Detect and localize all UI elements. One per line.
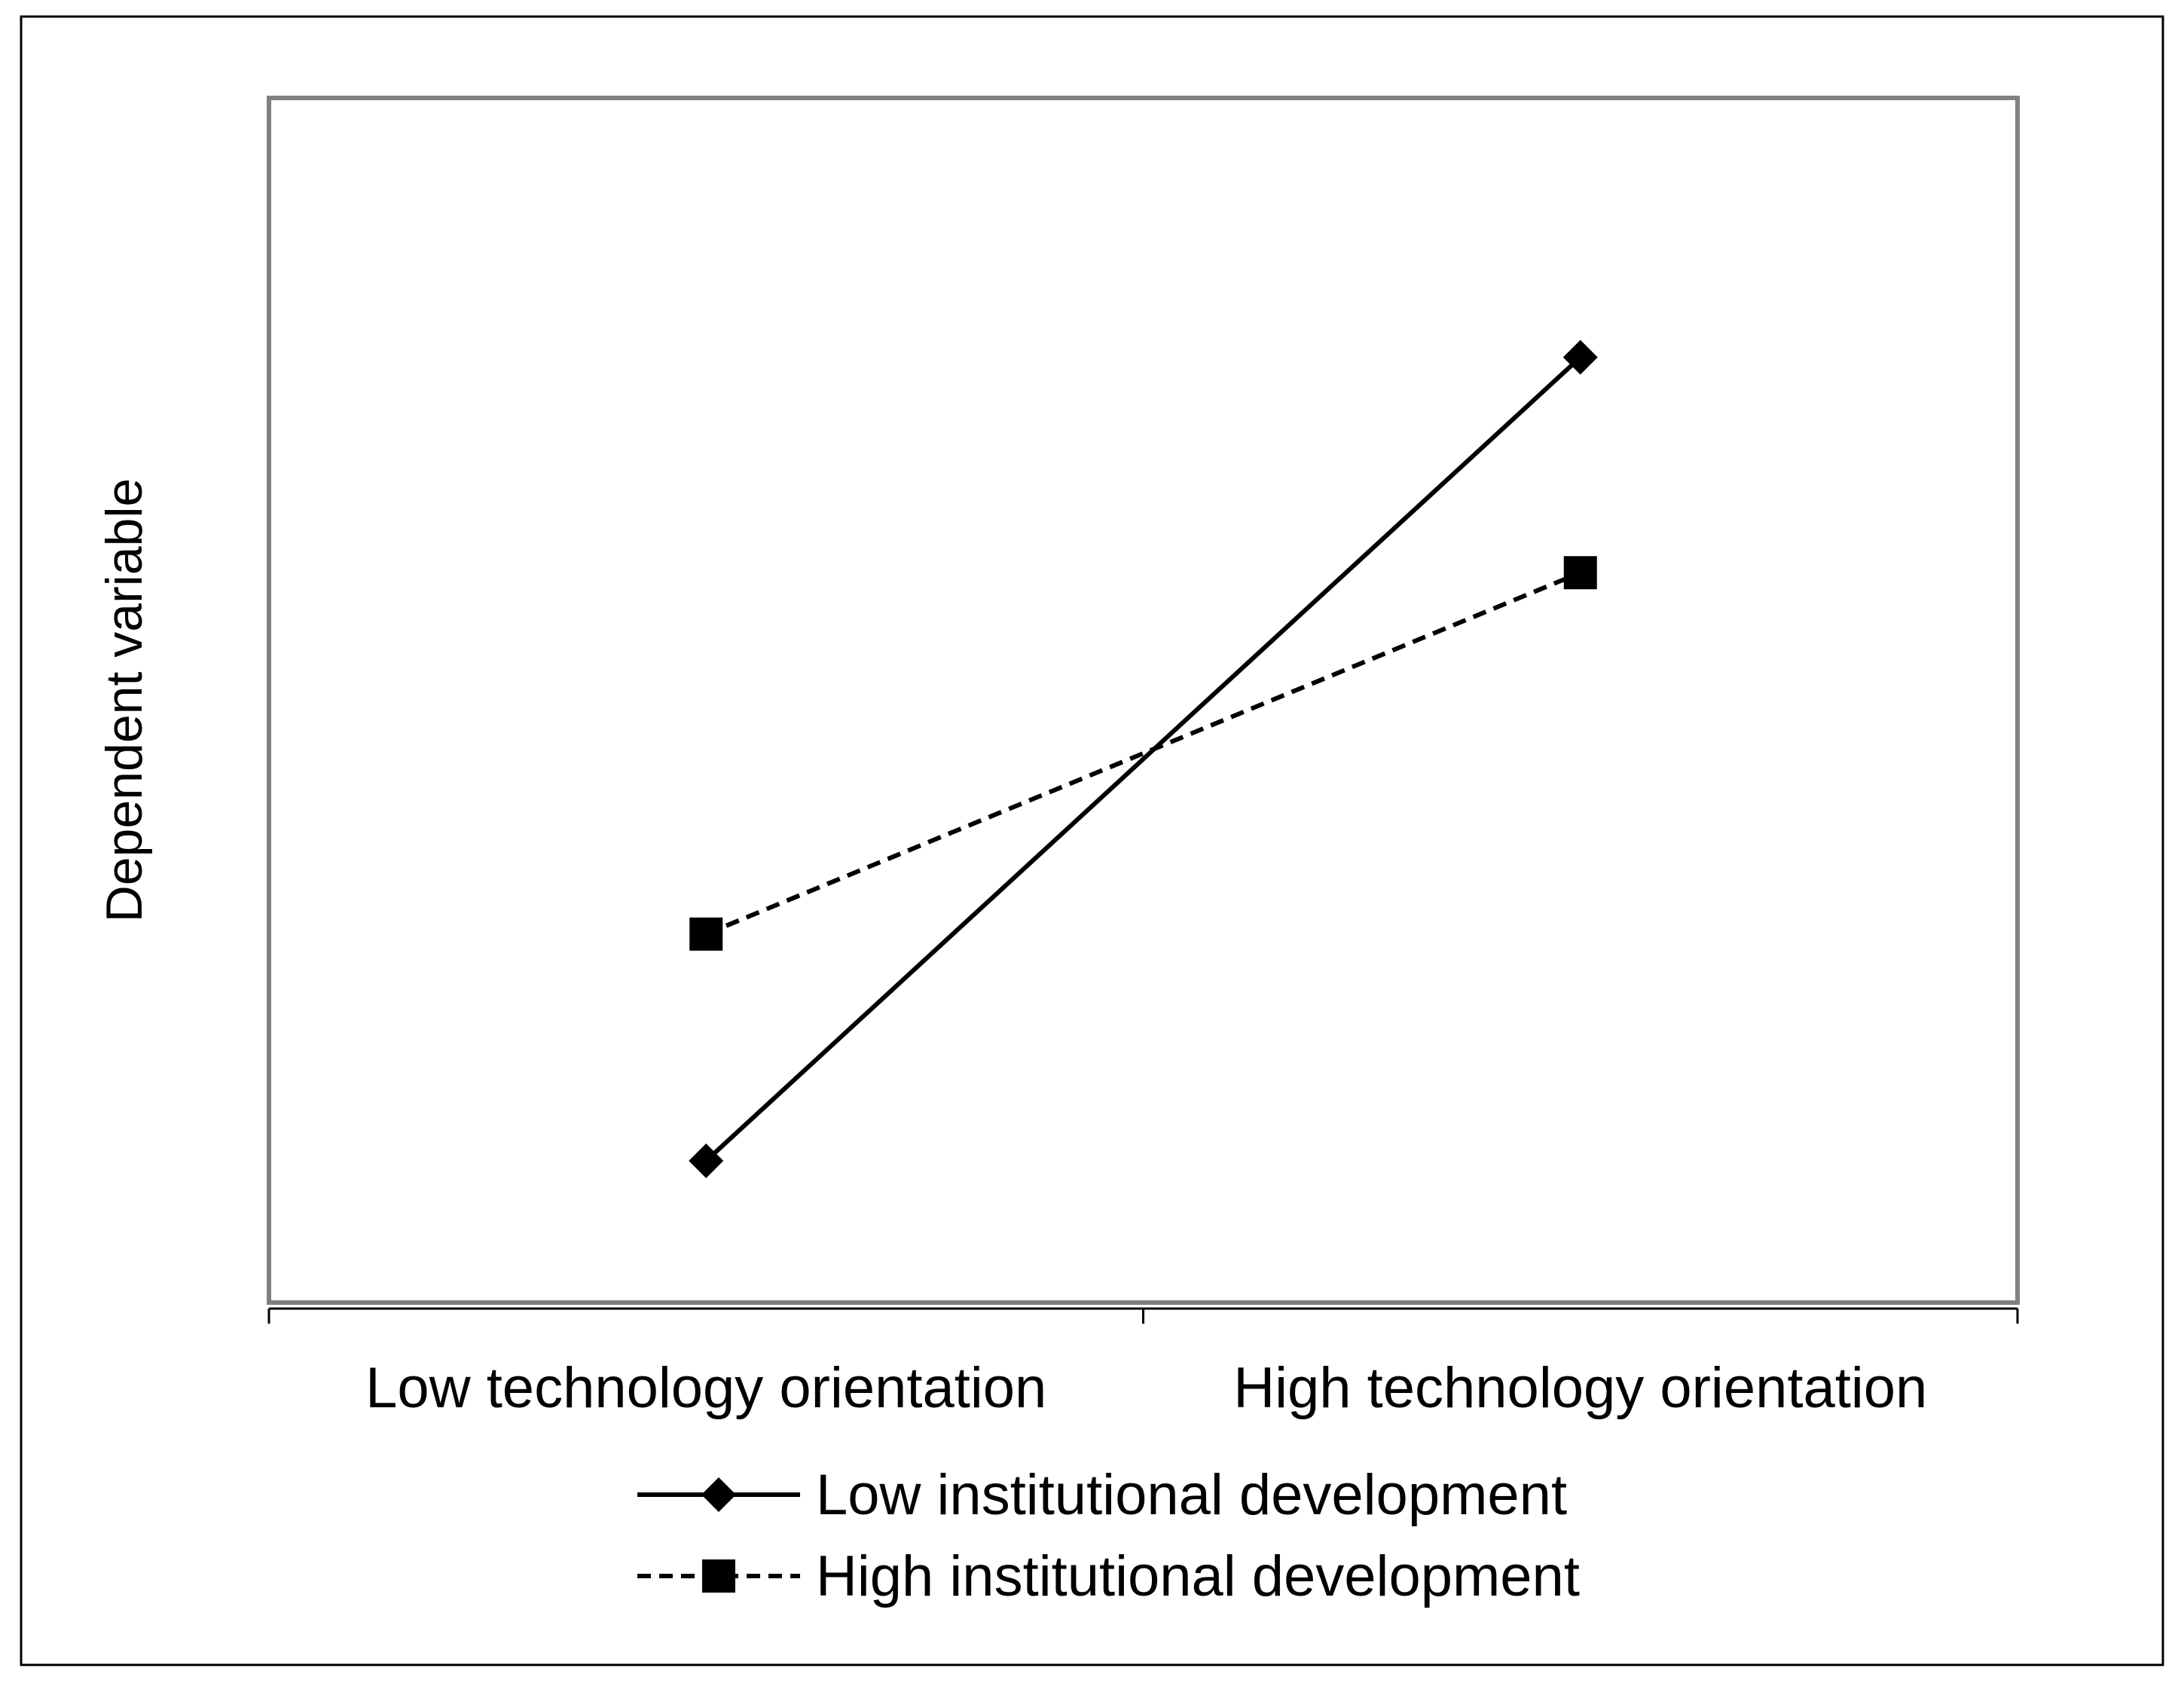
series-line xyxy=(705,570,1581,936)
x-tick-labels: Low technology orientation High technolog… xyxy=(365,1356,1927,1420)
legend-label: Low institutional development xyxy=(816,1463,1567,1527)
legend-item: High institutional development xyxy=(637,1544,1580,1608)
series-2 xyxy=(689,556,1597,951)
data-point-diamond xyxy=(1562,340,1598,375)
x-axis xyxy=(267,1307,2019,1324)
series-1 xyxy=(689,340,1598,1178)
legend: Low institutional development High instit… xyxy=(637,1463,1580,1608)
legend-label: High institutional development xyxy=(816,1544,1580,1608)
series-line xyxy=(704,356,1582,1163)
plot-area xyxy=(267,96,2020,1305)
series-layer xyxy=(689,340,1598,1178)
data-point-diamond xyxy=(689,1143,724,1178)
x-tick-label: Low technology orientation xyxy=(365,1356,1046,1420)
data-point-square xyxy=(689,917,723,951)
y-axis-label: Dependent variable xyxy=(96,478,153,923)
outer-border xyxy=(20,15,2164,1666)
legend-item: Low institutional development xyxy=(637,1463,1567,1527)
x-tick-label: High technology orientation xyxy=(1233,1356,1927,1420)
legend-marker xyxy=(701,1477,736,1512)
data-point-square xyxy=(1563,556,1597,590)
legend-marker xyxy=(702,1559,735,1593)
